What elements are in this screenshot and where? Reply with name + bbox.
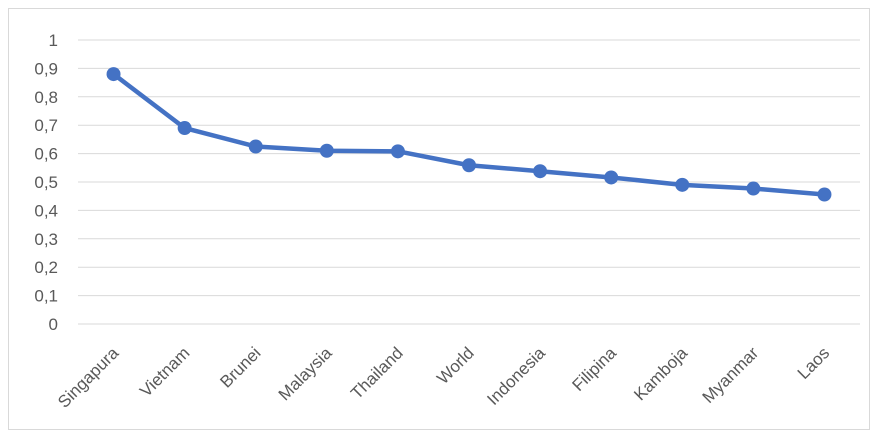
y-tick-label: 0 bbox=[49, 315, 58, 334]
y-tick-label: 0,8 bbox=[34, 88, 58, 107]
x-tick-label: Thailand bbox=[347, 343, 407, 403]
y-tick-label: 0,1 bbox=[34, 287, 58, 306]
data-point bbox=[106, 67, 121, 82]
data-point bbox=[177, 121, 192, 136]
x-axis-ticks: Singapura Vietnam Brunei Malaysia Thailand Wo… bbox=[54, 343, 833, 412]
y-tick-label: 0,9 bbox=[34, 59, 58, 78]
data-point bbox=[675, 177, 690, 192]
y-tick-label: 0,6 bbox=[34, 145, 58, 164]
series-layer bbox=[106, 67, 832, 202]
series-line bbox=[111, 71, 827, 197]
data-point bbox=[248, 139, 263, 154]
x-tick-label: Filipina bbox=[568, 343, 620, 395]
x-tick-label: Kamboja bbox=[630, 343, 691, 404]
data-point bbox=[462, 158, 476, 173]
x-tick-label: World bbox=[433, 343, 478, 388]
x-tick-label: Myanmar bbox=[699, 343, 763, 407]
x-tick-label: Malaysia bbox=[275, 343, 336, 404]
x-tick-label: Laos bbox=[794, 343, 834, 383]
x-tick-label: Vietnam bbox=[136, 343, 193, 400]
y-tick-label: 0,3 bbox=[34, 230, 58, 249]
x-tick-label: Singapura bbox=[54, 343, 123, 412]
data-point bbox=[319, 143, 334, 158]
x-tick-label: Brunei bbox=[216, 343, 264, 391]
data-point bbox=[390, 144, 405, 159]
gridlines bbox=[78, 39, 860, 325]
y-tick-label: 0,2 bbox=[34, 258, 58, 277]
y-tick-label: 0,5 bbox=[34, 173, 58, 192]
y-tick-label: 0,4 bbox=[34, 201, 58, 220]
data-point bbox=[817, 187, 832, 202]
chart-frame bbox=[8, 8, 870, 430]
data-point bbox=[746, 181, 761, 196]
y-axis-ticks: 0 0,1 0,2 0,3 0,4 0,5 0,6 0,7 0,8 0,9 1 bbox=[34, 31, 58, 334]
x-tick-label: Indonesia bbox=[483, 343, 549, 409]
y-tick-label: 1 bbox=[49, 31, 58, 50]
data-point bbox=[533, 164, 548, 179]
data-point bbox=[604, 170, 619, 185]
y-tick-label: 0,7 bbox=[34, 116, 58, 135]
